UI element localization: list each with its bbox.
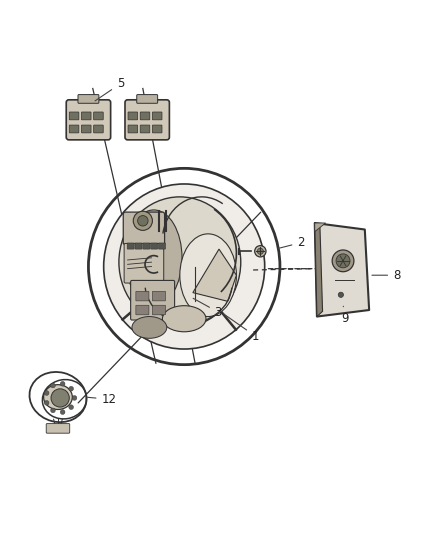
FancyBboxPatch shape: [135, 243, 142, 249]
FancyBboxPatch shape: [127, 243, 134, 249]
FancyBboxPatch shape: [137, 94, 158, 103]
Text: 1: 1: [223, 314, 259, 343]
PathPatch shape: [193, 249, 237, 301]
FancyBboxPatch shape: [152, 305, 166, 315]
FancyBboxPatch shape: [94, 125, 103, 133]
FancyBboxPatch shape: [136, 292, 149, 301]
FancyBboxPatch shape: [140, 125, 150, 133]
Text: 2: 2: [278, 236, 305, 249]
FancyBboxPatch shape: [152, 292, 166, 301]
FancyBboxPatch shape: [152, 112, 162, 120]
Ellipse shape: [180, 234, 237, 317]
Circle shape: [69, 386, 74, 391]
FancyBboxPatch shape: [140, 112, 150, 120]
Circle shape: [338, 292, 343, 297]
Text: 12: 12: [88, 393, 117, 406]
Polygon shape: [315, 223, 322, 317]
Circle shape: [60, 382, 65, 386]
FancyBboxPatch shape: [46, 424, 70, 433]
FancyBboxPatch shape: [151, 243, 158, 249]
Circle shape: [69, 405, 74, 409]
Polygon shape: [315, 223, 325, 232]
Circle shape: [72, 395, 77, 400]
Ellipse shape: [125, 210, 182, 305]
Circle shape: [44, 391, 49, 395]
FancyBboxPatch shape: [94, 112, 103, 120]
Circle shape: [133, 211, 152, 230]
Circle shape: [60, 410, 65, 415]
FancyBboxPatch shape: [152, 125, 162, 133]
FancyBboxPatch shape: [124, 244, 164, 283]
FancyBboxPatch shape: [159, 243, 166, 249]
Text: 9: 9: [341, 306, 348, 325]
Circle shape: [336, 254, 350, 268]
FancyBboxPatch shape: [123, 212, 165, 245]
Text: 3: 3: [193, 298, 222, 319]
FancyBboxPatch shape: [131, 280, 175, 320]
FancyBboxPatch shape: [125, 100, 170, 140]
FancyBboxPatch shape: [128, 112, 138, 120]
Circle shape: [51, 383, 55, 388]
FancyBboxPatch shape: [143, 243, 150, 249]
Circle shape: [51, 389, 69, 407]
Ellipse shape: [104, 184, 265, 349]
FancyBboxPatch shape: [81, 125, 91, 133]
FancyBboxPatch shape: [69, 112, 79, 120]
Polygon shape: [315, 223, 369, 317]
Circle shape: [44, 400, 49, 405]
FancyBboxPatch shape: [69, 125, 79, 133]
FancyBboxPatch shape: [128, 125, 138, 133]
Text: 8: 8: [372, 269, 400, 282]
Ellipse shape: [44, 385, 72, 409]
FancyBboxPatch shape: [81, 112, 91, 120]
Ellipse shape: [119, 197, 241, 327]
FancyBboxPatch shape: [136, 305, 149, 315]
Ellipse shape: [132, 317, 167, 338]
FancyBboxPatch shape: [66, 100, 111, 140]
Circle shape: [257, 248, 263, 254]
Ellipse shape: [162, 305, 206, 332]
Circle shape: [332, 250, 354, 272]
FancyBboxPatch shape: [78, 94, 99, 103]
Circle shape: [254, 246, 266, 257]
Circle shape: [51, 408, 55, 413]
Circle shape: [138, 215, 148, 226]
Text: 5: 5: [95, 77, 124, 101]
